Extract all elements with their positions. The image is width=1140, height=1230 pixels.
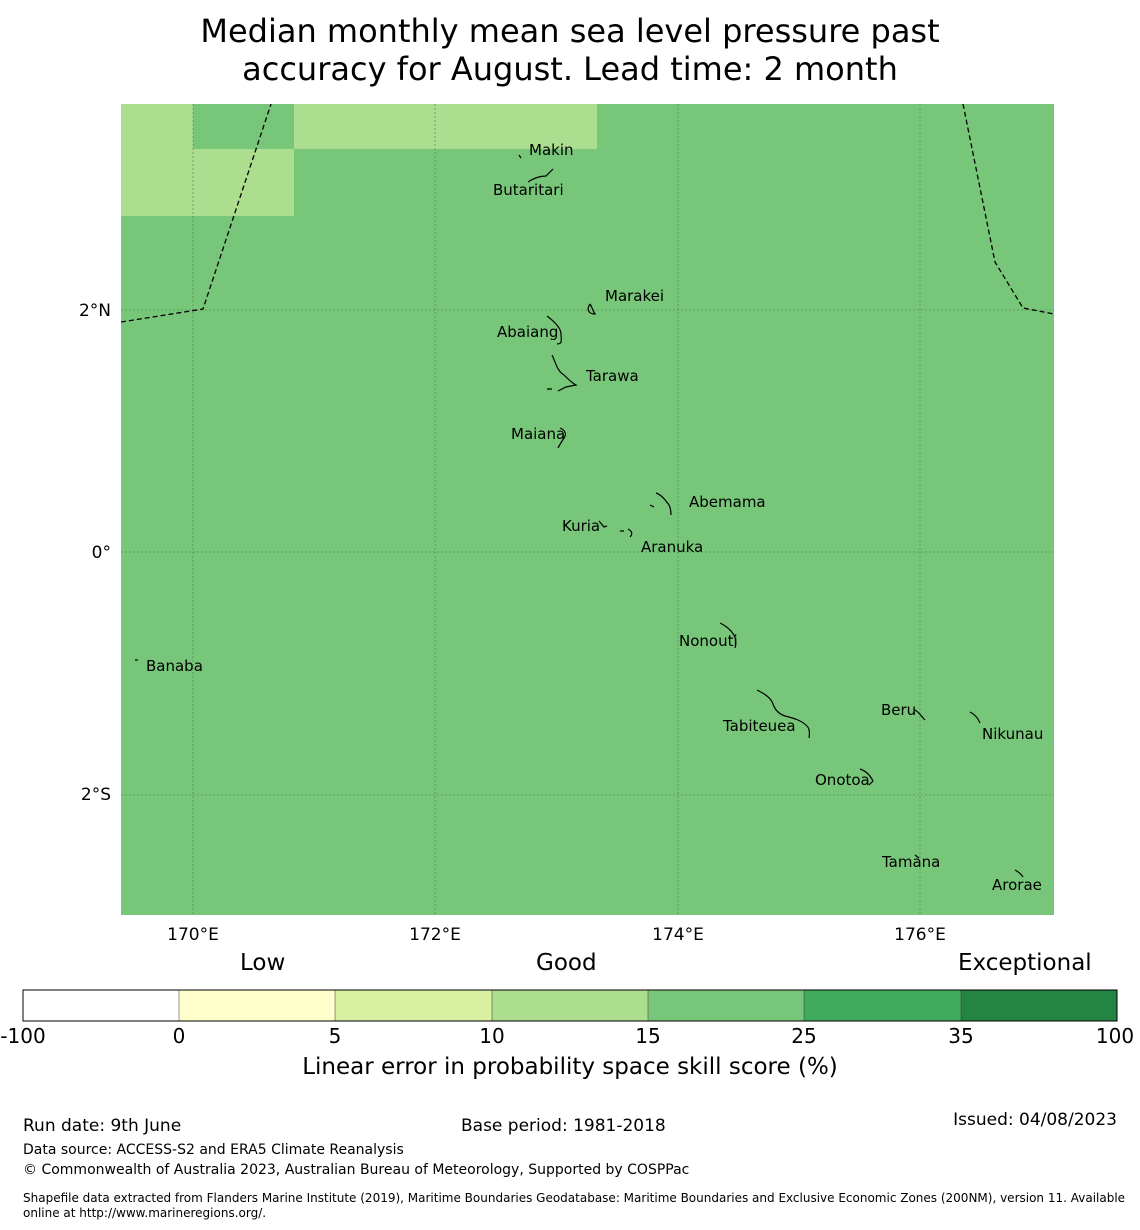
island-marakei	[587, 303, 597, 315]
chart-title-line-2: accuracy for August. Lead time: 2 month	[242, 50, 898, 88]
lat-label: 2°S	[81, 785, 111, 805]
base-period: Base period: 1981-2018	[461, 1116, 666, 1136]
island-kuria	[598, 520, 608, 528]
island-tabiteuea	[756, 689, 810, 739]
colorbar-segment	[648, 990, 804, 1021]
island-makin	[518, 154, 522, 159]
lon-label: 176°E	[894, 925, 946, 945]
island-label: Arorae	[992, 876, 1042, 894]
colorbar-segment	[804, 990, 961, 1021]
island-label: Abemama	[689, 493, 766, 511]
eez-boundaries	[121, 104, 1054, 323]
colorbar-axis-label: Linear error in probability space skill …	[302, 1054, 838, 1080]
island-label: Aranuka	[641, 538, 703, 556]
grid-cell-light	[121, 104, 193, 216]
island-label: Kuria	[562, 517, 600, 535]
island-label: Abaiang	[497, 323, 558, 341]
colorbar-tick: 100	[1095, 1024, 1135, 1048]
colorbar-segment	[335, 990, 492, 1021]
chart-title-line-1: Median monthly mean sea level pressure p…	[200, 12, 940, 50]
island-label: Makin	[529, 141, 574, 159]
shapefile-credit: Shapefile data extracted from Flanders M…	[23, 1191, 1126, 1220]
data-source: Data source: ACCESS-S2 and ERA5 Climate …	[23, 1142, 404, 1158]
colorbar-segment	[23, 990, 179, 1021]
colorbar-dividers	[178, 990, 962, 1021]
lon-label: 172°E	[409, 925, 461, 945]
island-label: Tamana	[881, 853, 940, 871]
island-tarawa	[547, 354, 578, 392]
map-area: Makin Butaritari Marakei Abaiang Tarawa …	[121, 104, 1054, 915]
island-label: Maiana	[511, 425, 565, 443]
colorbar-category-exceptional: Exceptional	[958, 950, 1092, 976]
island-nonouti	[719, 622, 737, 649]
eez-boundary-west	[121, 104, 272, 323]
island-nikunau	[969, 711, 981, 724]
colorbar-category-good: Good	[536, 950, 597, 976]
island-butaritari	[527, 168, 554, 183]
island-label: Nikunau	[982, 725, 1043, 743]
island-aranuka	[620, 528, 633, 538]
island-label: Beru	[881, 701, 916, 719]
map-background	[121, 104, 1054, 915]
colorbar-tick: 10	[479, 1024, 505, 1048]
colorbar-tick: -100	[0, 1024, 46, 1048]
colorbar-category-low: Low	[240, 950, 286, 976]
graticule	[121, 104, 1054, 915]
island-outlines	[135, 154, 1024, 878]
colorbar-tick: 15	[635, 1024, 661, 1048]
colorbar-frame	[22, 989, 1118, 1022]
island-label: Marakei	[605, 287, 664, 305]
colorbar-tick: 35	[948, 1024, 974, 1048]
issued-date: Issued: 04/08/2023	[953, 1110, 1117, 1130]
lon-label: 170°E	[167, 925, 219, 945]
island-label: Nonouti	[679, 632, 738, 650]
island-label: Tabiteuea	[722, 717, 796, 735]
island-abaiang	[546, 315, 562, 345]
copyright: © Commonwealth of Australia 2023, Austra…	[23, 1162, 690, 1178]
island-arorae	[1014, 869, 1024, 878]
colorbar-segment	[179, 990, 335, 1021]
island-label: Tarawa	[585, 367, 639, 385]
lat-label: 0°	[92, 543, 111, 563]
colorbar-segment	[492, 990, 648, 1021]
island-maiana	[557, 427, 566, 449]
island-beru	[914, 709, 926, 721]
island-label: Onotoa	[815, 771, 870, 789]
grid-cell-light	[193, 149, 294, 216]
island-label: Butaritari	[493, 181, 564, 199]
lon-axis-labels: 170°E 172°E 174°E 176°E	[167, 925, 946, 945]
grid-cell-light	[294, 104, 597, 149]
island-abemama	[649, 492, 672, 516]
lat-axis-labels: 2°N 0° 2°S	[79, 301, 111, 805]
colorbar-tick: 0	[172, 1024, 186, 1048]
colorbar-tick: 25	[791, 1024, 817, 1048]
run-date: Run date: 9th June	[23, 1116, 182, 1136]
lat-label: 2°N	[79, 301, 111, 321]
island-tamana	[914, 854, 920, 859]
island-onotoa	[859, 768, 874, 786]
colorbar-tick: 5	[328, 1024, 342, 1048]
lon-label: 174°E	[652, 925, 704, 945]
eez-boundary-east	[962, 104, 1054, 315]
colorbar	[22, 989, 1118, 1022]
island-label: Banaba	[146, 657, 203, 675]
colorbar-segment	[961, 990, 1117, 1021]
island-labels: Makin Butaritari Marakei Abaiang Tarawa …	[146, 141, 1043, 894]
